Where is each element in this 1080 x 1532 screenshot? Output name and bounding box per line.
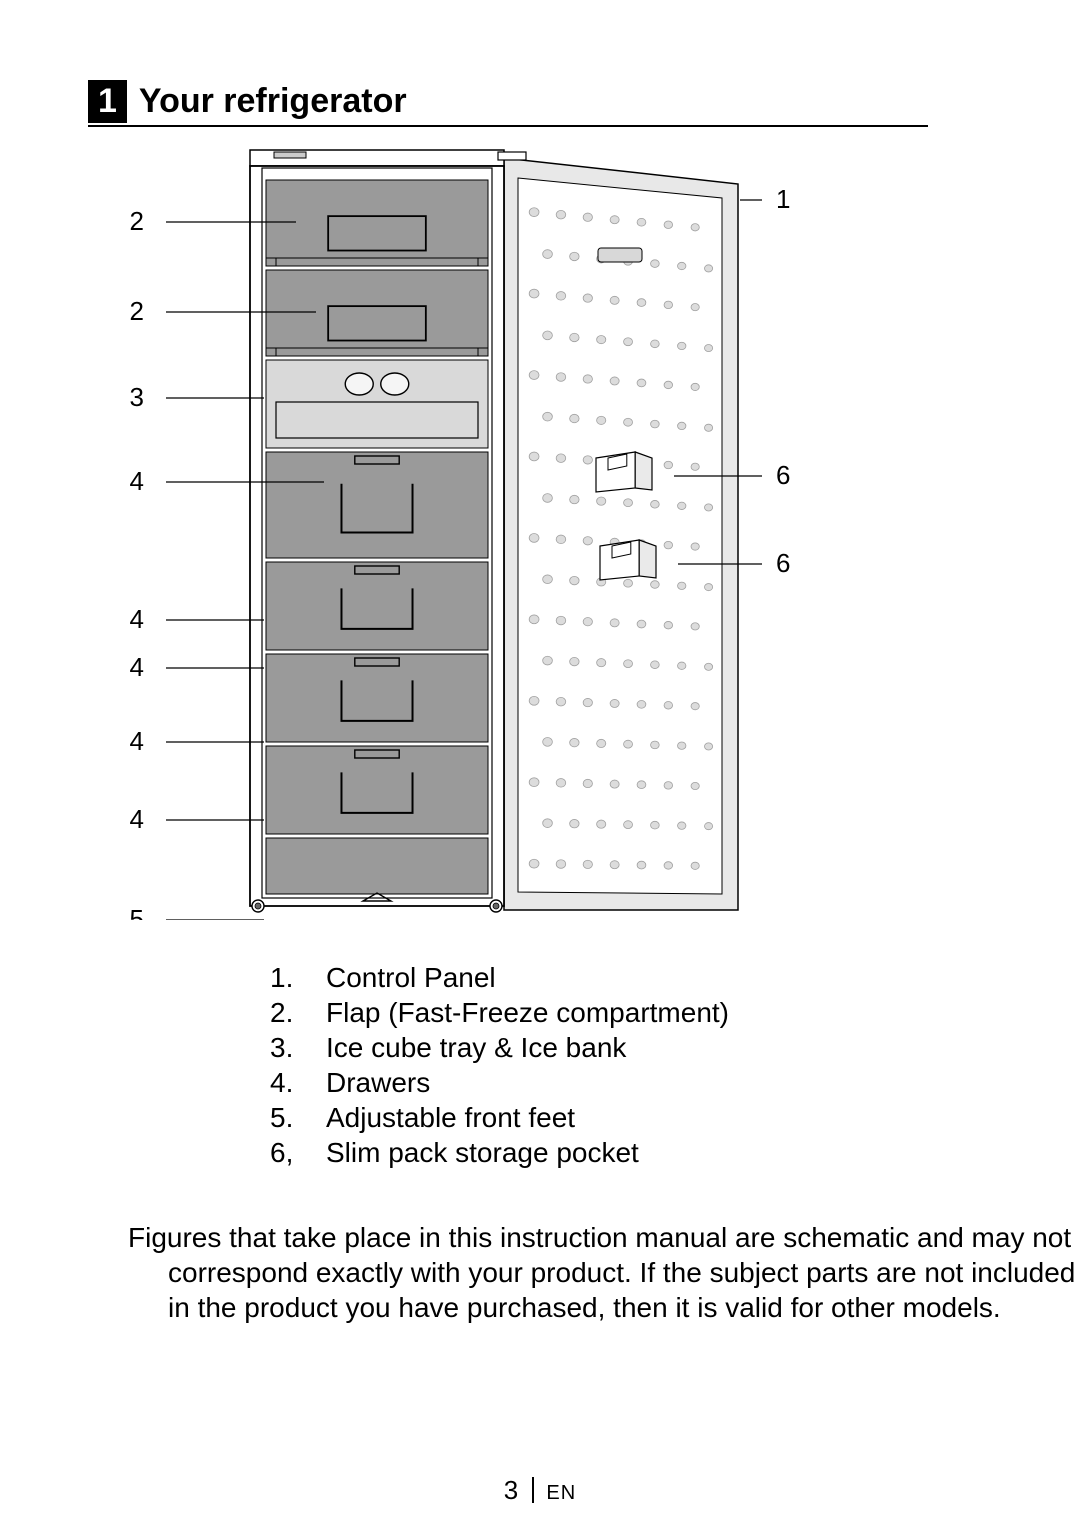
page-number: 3 — [504, 1475, 518, 1505]
parts-list-item: 2.Flap (Fast-Freeze compartment) — [270, 995, 729, 1030]
parts-list-item: 4.Drawers — [270, 1065, 729, 1100]
manual-page: 1 Your refrigerator 2 2 3 4 4 4 4 4 5 1 6 6 1.Contr… — [0, 0, 1080, 1532]
callout-label: 2 — [130, 296, 144, 326]
callout-label: 4 — [130, 726, 144, 756]
callout-label: 4 — [130, 604, 144, 634]
part-label: Ice cube tray & Ice bank — [326, 1030, 626, 1065]
part-label: Drawers — [326, 1065, 430, 1100]
callout-label: 2 — [130, 206, 144, 236]
part-number: 6, — [270, 1135, 326, 1170]
part-label: Slim pack storage pocket — [326, 1135, 639, 1170]
callout-label: 6 — [776, 460, 790, 490]
part-number: 4. — [270, 1065, 326, 1100]
part-label: Flap (Fast-Freeze compartment) — [326, 995, 729, 1030]
parts-list-item: 3.Ice cube tray & Ice bank — [270, 1030, 729, 1065]
schematic-footnote: Figures that take place in this instruct… — [88, 1220, 1080, 1325]
part-number: 2. — [270, 995, 326, 1030]
callout-label: 4 — [130, 652, 144, 682]
page-footer: 3 EN — [0, 1475, 1080, 1506]
parts-list-item: 6,Slim pack storage pocket — [270, 1135, 729, 1170]
refrigerator-diagram: 2 2 3 4 4 4 4 4 5 1 6 6 — [88, 140, 928, 920]
callout-label: 3 — [130, 382, 144, 412]
part-number: 1. — [270, 960, 326, 995]
chapter-number: 1 — [88, 80, 127, 123]
callout-label: 1 — [776, 184, 790, 214]
chapter-title: Your refrigerator — [139, 82, 407, 121]
parts-list-item: 1.Control Panel — [270, 960, 729, 995]
chapter-heading: 1 Your refrigerator — [88, 80, 928, 127]
part-number: 5. — [270, 1100, 326, 1135]
parts-list-item: 5.Adjustable front feet — [270, 1100, 729, 1135]
language-code: EN — [546, 1482, 576, 1504]
callout-label: 6 — [776, 548, 790, 578]
parts-list: 1.Control Panel2.Flap (Fast-Freeze compa… — [270, 960, 729, 1170]
callout-label: 4 — [130, 804, 144, 834]
part-label: Control Panel — [326, 960, 496, 995]
callout-label: 5 — [130, 904, 144, 920]
callout-label: 4 — [130, 466, 144, 496]
part-label: Adjustable front feet — [326, 1100, 575, 1135]
part-number: 3. — [270, 1030, 326, 1065]
footer-divider — [532, 1477, 534, 1503]
